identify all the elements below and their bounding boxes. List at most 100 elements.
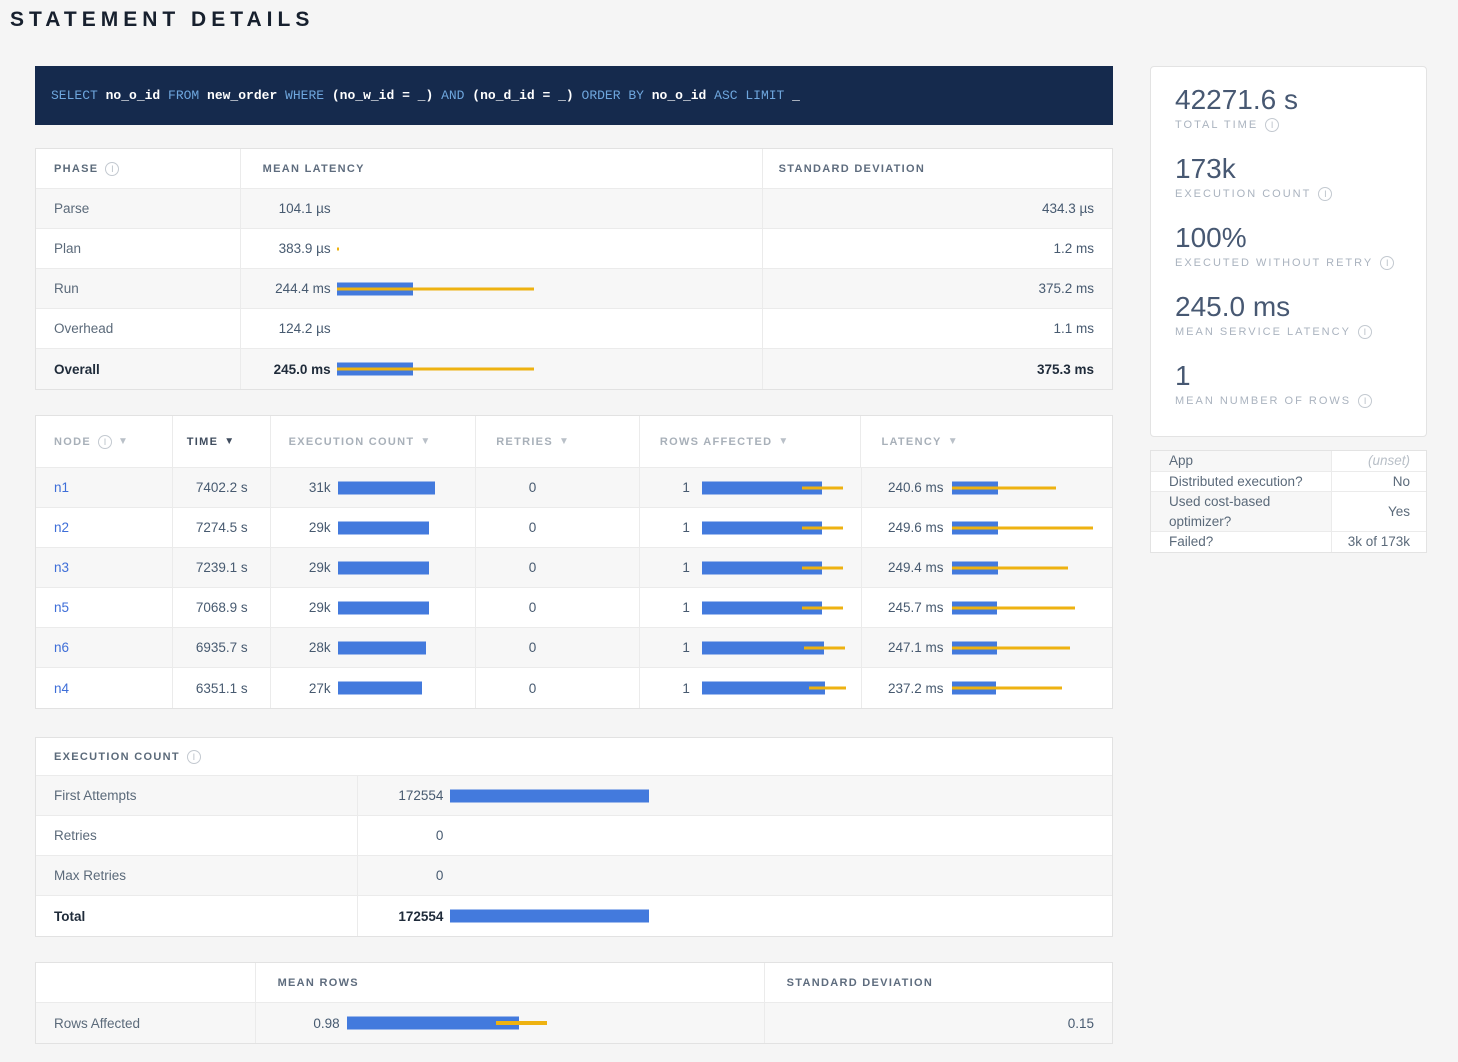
rows-stddev-bar	[801, 566, 843, 569]
phase-label: Parse	[36, 189, 241, 228]
mean-rows-value: 0.98	[313, 1015, 340, 1031]
count-value: 0	[435, 828, 444, 843]
execution-count-value: 31k	[308, 480, 331, 495]
table-row: n5 7068.9 s 29k 0 1 245.7 ms	[36, 588, 1112, 628]
node-link[interactable]: n6	[54, 640, 70, 655]
table-row: Overall 245.0 ms 375.3 ms	[36, 349, 1112, 389]
table-row: Distributed execution? No	[1151, 471, 1426, 493]
phase-label: Plan	[36, 229, 241, 268]
detail-label: App	[1151, 451, 1332, 471]
node-link[interactable]: n1	[54, 480, 70, 495]
phase-label: Overall	[36, 349, 241, 389]
rows-bar	[701, 561, 822, 574]
retries-value: 0	[528, 520, 537, 535]
stddev-bar	[336, 247, 339, 250]
phase-header: PHASE i	[36, 149, 241, 188]
execution-count-bar	[337, 641, 426, 654]
standard-deviation-header: STANDARD DEVIATION	[786, 976, 934, 989]
stat-mean-service-latency: 245.0 ms MEAN SERVICE LATENCY i	[1175, 290, 1426, 359]
stat-total-time: 42271.6 s TOTAL TIME i	[1175, 83, 1426, 152]
rows-bar	[701, 681, 825, 695]
node-column-header[interactable]: NODE i ▼	[36, 416, 173, 467]
node-link[interactable]: n5	[54, 600, 70, 615]
execution-count-value: 29k	[308, 560, 331, 575]
sql-token: WHERE	[277, 88, 332, 103]
rows-affected-value: 1	[682, 560, 690, 575]
retries-value: 0	[528, 480, 537, 495]
rows-stddev-bar	[801, 606, 843, 609]
mean-latency-value: 244.4 ms	[275, 281, 331, 296]
table-row: n4 6351.1 s 27k 0 1 237.2 ms	[36, 668, 1112, 708]
table-row: Total 172554	[36, 896, 1112, 936]
node-link[interactable]: n3	[54, 560, 70, 575]
retries-value: 0	[528, 640, 537, 655]
latency-value: 240.6 ms	[887, 480, 944, 495]
rows-stddev-bar	[801, 486, 843, 489]
latency-value: 237.2 ms	[887, 680, 944, 696]
stddev-bar	[336, 367, 534, 371]
execution-count-section-header: EXECUTION COUNT i	[36, 738, 358, 775]
rows-stddev-bar	[803, 646, 845, 649]
latency-value: 247.1 ms	[887, 640, 944, 655]
stat-value: 42271.6 s	[1175, 84, 1298, 115]
rows-affected-value: 1	[682, 480, 690, 495]
sql-token: no_o_id	[105, 88, 161, 103]
table-row: n6 6935.7 s 28k 0 1 247.1 ms	[36, 628, 1112, 668]
latency-stddev-bar	[951, 486, 1056, 489]
time-header-label: TIME	[186, 435, 219, 448]
detail-label: Distributed execution?	[1151, 471, 1332, 492]
info-icon[interactable]: i	[1358, 394, 1373, 408]
count-bar	[450, 789, 650, 802]
info-icon[interactable]: i	[1357, 325, 1372, 339]
rows-stddev-bar	[495, 1021, 547, 1025]
rows-affected-value: 1	[682, 520, 690, 535]
rows-stddev-bar	[808, 686, 846, 690]
latency-value: 249.4 ms	[887, 560, 944, 575]
stat-label: EXECUTED WITHOUT RETRY	[1175, 257, 1374, 269]
stat-execution-count: 173k EXECUTION COUNT i	[1175, 152, 1426, 221]
node-statistics-table: NODE i ▼ TIME ▼ EXECUTION COUNT ▼ RETRIE…	[35, 415, 1113, 709]
retries-column-header[interactable]: RETRIES ▼	[476, 416, 640, 467]
stat-mean-number-of-rows: 1 MEAN NUMBER OF ROWS i	[1175, 359, 1426, 428]
table-row: n3 7239.1 s 29k 0 1 249.4 ms	[36, 548, 1112, 588]
time-value: 6351.1 s	[173, 668, 271, 708]
sort-desc-icon: ▼	[224, 436, 236, 447]
info-icon[interactable]: i	[1265, 118, 1280, 132]
latency-column-header[interactable]: LATENCY ▼	[861, 416, 1112, 467]
row-label: Rows Affected	[36, 1003, 256, 1043]
time-value: 7402.2 s	[173, 468, 271, 507]
execution-count-column-header[interactable]: EXECUTION COUNT ▼	[271, 416, 477, 467]
execution-count-value: 29k	[308, 600, 331, 615]
latency-header-label: LATENCY	[881, 435, 942, 448]
count-value: 172554	[398, 788, 444, 803]
stddev-value: 434.3 µs	[1041, 201, 1094, 216]
execution-count-value: 29k	[308, 520, 331, 535]
count-bar	[450, 909, 650, 923]
phase-latency-table: PHASE i MEAN LATENCY STANDARD DEVIATION …	[35, 148, 1113, 390]
node-link[interactable]: n2	[54, 520, 70, 535]
info-icon[interactable]: i	[105, 161, 120, 176]
sql-token: ASC LIMIT	[706, 88, 793, 103]
phase-label: Run	[36, 269, 241, 308]
time-value: 7239.1 s	[173, 548, 271, 587]
sort-desc-icon: ▼	[778, 436, 790, 447]
info-icon[interactable]: i	[1318, 187, 1333, 201]
latency-stddev-bar	[951, 566, 1068, 569]
node-link[interactable]: n4	[54, 680, 70, 696]
info-icon[interactable]: i	[97, 434, 112, 449]
retries-header-label: RETRIES	[496, 435, 553, 448]
execution-count-value: 27k	[308, 680, 331, 696]
rows-affected-column-header[interactable]: ROWS AFFECTED ▼	[640, 416, 862, 467]
info-icon[interactable]: i	[186, 749, 201, 764]
time-column-header[interactable]: TIME ▼	[173, 416, 271, 467]
mean-latency-value: 124.2 µs	[278, 321, 331, 336]
stat-executed-without-retry: 100% EXECUTED WITHOUT RETRY i	[1175, 221, 1426, 290]
detail-label: Used cost-based optimizer?	[1151, 492, 1332, 532]
sort-desc-icon: ▼	[420, 436, 432, 447]
sql-token: ORDER BY	[573, 88, 652, 103]
rows-affected-value: 1	[682, 600, 690, 615]
info-icon[interactable]: i	[1380, 256, 1395, 270]
sort-desc-icon: ▼	[117, 436, 130, 447]
detail-label: Failed?	[1151, 532, 1332, 552]
table-row: Overhead 124.2 µs 1.1 ms	[36, 309, 1112, 349]
